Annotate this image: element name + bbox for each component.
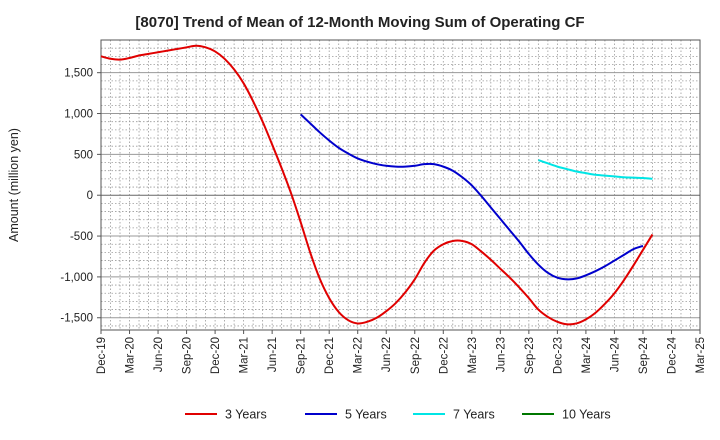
y-tick-label: 1,500: [64, 68, 93, 80]
y-tick-label: 1,000: [64, 109, 93, 121]
x-tick-label: Dec-20: [210, 337, 222, 374]
x-tick-label: Dec-21: [324, 337, 336, 374]
x-tick-label: Sep-22: [410, 337, 422, 374]
x-tick-label: Jun-20: [153, 337, 165, 372]
x-tick-label: Sep-20: [182, 337, 194, 374]
chart-title: [8070] Trend of Mean of 12-Month Moving …: [135, 14, 585, 31]
legend-label: 7 Years: [453, 408, 495, 422]
legend-label: 10 Years: [562, 408, 611, 422]
x-tick-label: Dec-23: [552, 337, 564, 374]
y-tick-label: -1,500: [60, 313, 93, 325]
y-axis-title: Amount (million yen): [7, 128, 21, 242]
plot-frame: [100, 39, 701, 331]
x-tick-label: Mar-24: [581, 336, 593, 373]
x-tick-label: Mar-25: [695, 337, 707, 373]
legend-label: 5 Years: [345, 408, 387, 422]
x-tick-label: Sep-24: [638, 336, 650, 374]
series-line-3-years: [100, 44, 654, 326]
x-tick-label: Sep-21: [296, 337, 308, 374]
series-line-5-years: [299, 113, 644, 281]
x-tick-label: Sep-23: [524, 337, 536, 374]
y-tick-label: 500: [74, 149, 93, 161]
x-tick-label: Mar-23: [467, 337, 479, 373]
x-tick-label: Mar-21: [239, 337, 251, 373]
x-tick-label: Dec-22: [438, 337, 450, 374]
x-tick-label: Dec-19: [96, 337, 108, 374]
x-tick-label: Mar-20: [125, 337, 137, 373]
x-tick-label: Jun-24: [609, 336, 621, 372]
x-tick-label: Dec-24: [666, 336, 678, 374]
legend-label: 3 Years: [225, 408, 267, 422]
y-tick-label: -1,000: [60, 272, 93, 284]
x-tick-label: Jun-22: [381, 337, 393, 372]
y-tick-label: -500: [70, 231, 93, 243]
x-tick-label: Jun-23: [495, 337, 507, 372]
x-tick-label: Mar-22: [353, 337, 365, 373]
series-line-7-years: [538, 159, 653, 180]
y-tick-label: 0: [87, 190, 93, 202]
x-tick-label: Jun-21: [267, 337, 279, 372]
